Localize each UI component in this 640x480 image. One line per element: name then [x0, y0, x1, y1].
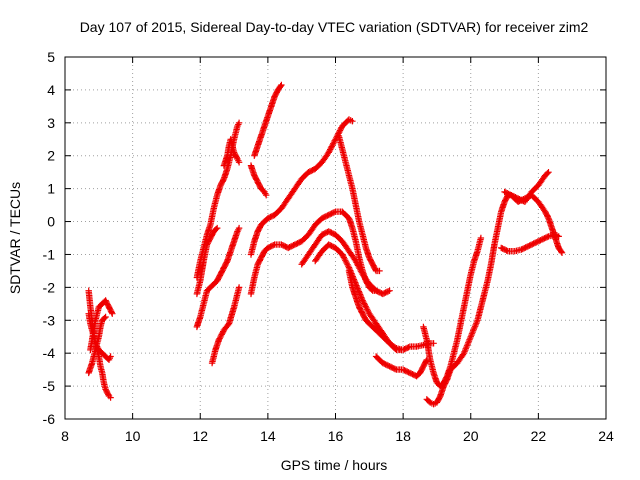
series-arc3 [87, 297, 116, 354]
data-series [85, 81, 566, 408]
plot-frame [64, 56, 607, 420]
series-arc6 [193, 224, 221, 298]
series-arc11 [247, 116, 356, 258]
x-axis-label: GPS time / hours [281, 457, 388, 473]
series-arc8 [208, 284, 243, 367]
series-arc9 [220, 136, 243, 169]
series-arc7 [193, 224, 243, 331]
series-arc13 [251, 81, 285, 159]
data-point-markers [247, 162, 270, 199]
data-point-markers [345, 267, 407, 354]
y-tick-label: 5 [47, 49, 55, 65]
y-tick-label: 1 [47, 181, 55, 197]
data-point-markers [312, 241, 437, 354]
data-point-markers [208, 284, 243, 367]
x-tick-labels: 8 10 12 14 16 18 20 22 24 [61, 428, 614, 444]
x-tick-label: 16 [328, 428, 344, 444]
y-tick-labels: -6 -5 -4 -3 -2 -1 0 1 2 3 4 5 [43, 49, 56, 427]
y-tick-label: 4 [47, 82, 55, 98]
data-point-markers [193, 224, 221, 298]
chart-title: Day 107 of 2015, Sidereal Day-to-day VTE… [80, 19, 589, 35]
x-tick-label: 22 [531, 428, 547, 444]
series-arc22 [501, 188, 566, 256]
data-point-markers [247, 116, 356, 258]
data-point-markers [87, 297, 116, 354]
y-tick-label: 2 [47, 148, 55, 164]
series-arc15 [312, 241, 437, 354]
data-point-markers [501, 188, 566, 256]
series-arc12 [247, 162, 270, 199]
series-arc18 [372, 353, 430, 380]
y-tick-label: -4 [43, 345, 56, 361]
y-axis-label: SDTVAR / TECUs [7, 182, 23, 294]
x-tick-label: 8 [61, 428, 69, 444]
y-tick-label: -5 [43, 378, 56, 394]
x-tick-label: 18 [395, 428, 411, 444]
y-tick-label: 3 [47, 115, 55, 131]
data-point-markers [251, 81, 285, 159]
y-tick-label: -6 [43, 411, 56, 427]
data-point-markers [193, 224, 243, 331]
data-point-markers [335, 132, 383, 275]
series-arc4 [85, 313, 109, 377]
series-arc14 [298, 228, 393, 298]
x-tick-label: 10 [125, 428, 141, 444]
data-point-markers [372, 353, 430, 380]
data-point-markers [298, 228, 393, 298]
x-tick-label: 12 [192, 428, 208, 444]
series-arc20 [423, 169, 552, 408]
data-point-markers [423, 169, 552, 408]
y-tick-label: -2 [43, 279, 56, 295]
x-tick-label: 20 [463, 428, 479, 444]
grid [65, 57, 606, 419]
y-tick-label: -1 [43, 246, 56, 262]
x-tick-label: 24 [598, 428, 614, 444]
x-tick-label: 14 [260, 428, 276, 444]
data-point-markers [85, 313, 109, 377]
series-arc17 [345, 267, 407, 354]
series-arc16 [335, 132, 383, 275]
data-point-markers [220, 136, 243, 169]
y-tick-label: -3 [43, 312, 56, 328]
y-tick-label: 0 [47, 214, 55, 230]
